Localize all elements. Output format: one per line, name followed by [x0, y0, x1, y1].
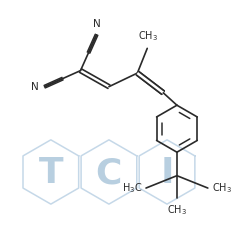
Text: I: I	[160, 156, 174, 190]
Text: T: T	[38, 156, 63, 190]
Text: C: C	[96, 156, 122, 190]
Text: CH$_3$: CH$_3$	[167, 203, 187, 217]
Text: N: N	[32, 82, 39, 92]
Text: N: N	[93, 19, 100, 29]
Text: CH$_3$: CH$_3$	[138, 29, 158, 43]
Text: H$_3$C: H$_3$C	[122, 181, 142, 195]
Text: CH$_3$: CH$_3$	[212, 181, 232, 195]
